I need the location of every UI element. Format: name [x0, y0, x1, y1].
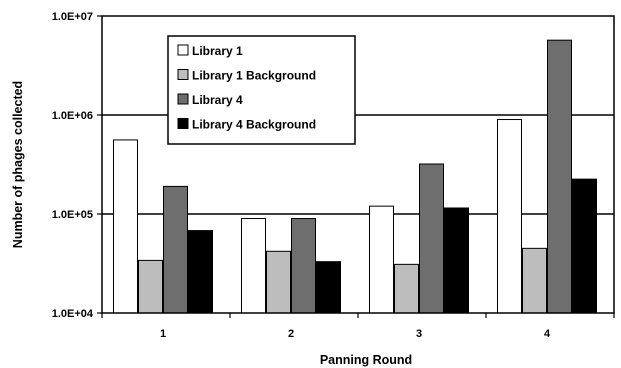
bar-library-4-background-round-1 — [188, 230, 213, 314]
bar-groups — [113, 39, 597, 314]
bar-library-4-background-round-4 — [572, 178, 597, 314]
x-axis-ticks: 1 2 3 4 — [101, 313, 615, 340]
bar-library-4-round-4 — [547, 39, 572, 314]
bar-library-1-round-2 — [241, 218, 266, 314]
x-tick-label: 1 — [160, 328, 166, 340]
bar-library-1-background-round-4 — [522, 247, 547, 314]
bar-library-1-background-round-2 — [266, 250, 291, 314]
bar-library-4-background-round-2 — [316, 261, 341, 314]
bar-library-1-round-3 — [369, 205, 394, 314]
y-tick-label: 1.0E+07 — [52, 11, 93, 23]
y-tick-label: 1.0E+06 — [52, 110, 93, 122]
x-tick-label: 3 — [416, 328, 422, 340]
y-axis-title: Number of phages collected — [11, 81, 25, 248]
legend-swatch — [177, 69, 189, 80]
legend-label: Library 1 Background — [192, 69, 316, 83]
legend-label: Library 1 — [192, 44, 243, 58]
x-tick-label: 2 — [288, 328, 294, 340]
legend-box — [167, 35, 356, 145]
bar-library-4-round-2 — [291, 218, 316, 314]
legend-swatch — [177, 118, 189, 129]
legend-swatch — [177, 44, 189, 56]
legend-label: Library 4 — [192, 93, 243, 107]
legend: Library 1 Library 1 Background Library 4 Li… — [167, 35, 356, 145]
y-tick-label: 1.0E+05 — [52, 209, 93, 221]
bar-library-1-round-4 — [497, 119, 522, 314]
x-axis-title: Panning Round — [320, 353, 412, 367]
y-axis-ticks: 1.0E+04 1.0E+05 1.0E+06 1.0E+07 — [52, 11, 102, 320]
bar-library-4-background-round-3 — [444, 207, 469, 314]
bar-library-1-background-round-3 — [394, 263, 419, 314]
legend-label: Library 4 Background — [192, 118, 316, 132]
bar-library-4-round-3 — [419, 163, 444, 314]
y-tick-label: 1.0E+04 — [52, 308, 94, 320]
bar-library-4-round-1 — [163, 185, 188, 314]
x-tick-label: 4 — [544, 328, 551, 340]
legend-swatch — [177, 93, 189, 105]
bar-library-1-background-round-1 — [138, 259, 163, 314]
bar-library-1-round-1 — [113, 139, 138, 314]
